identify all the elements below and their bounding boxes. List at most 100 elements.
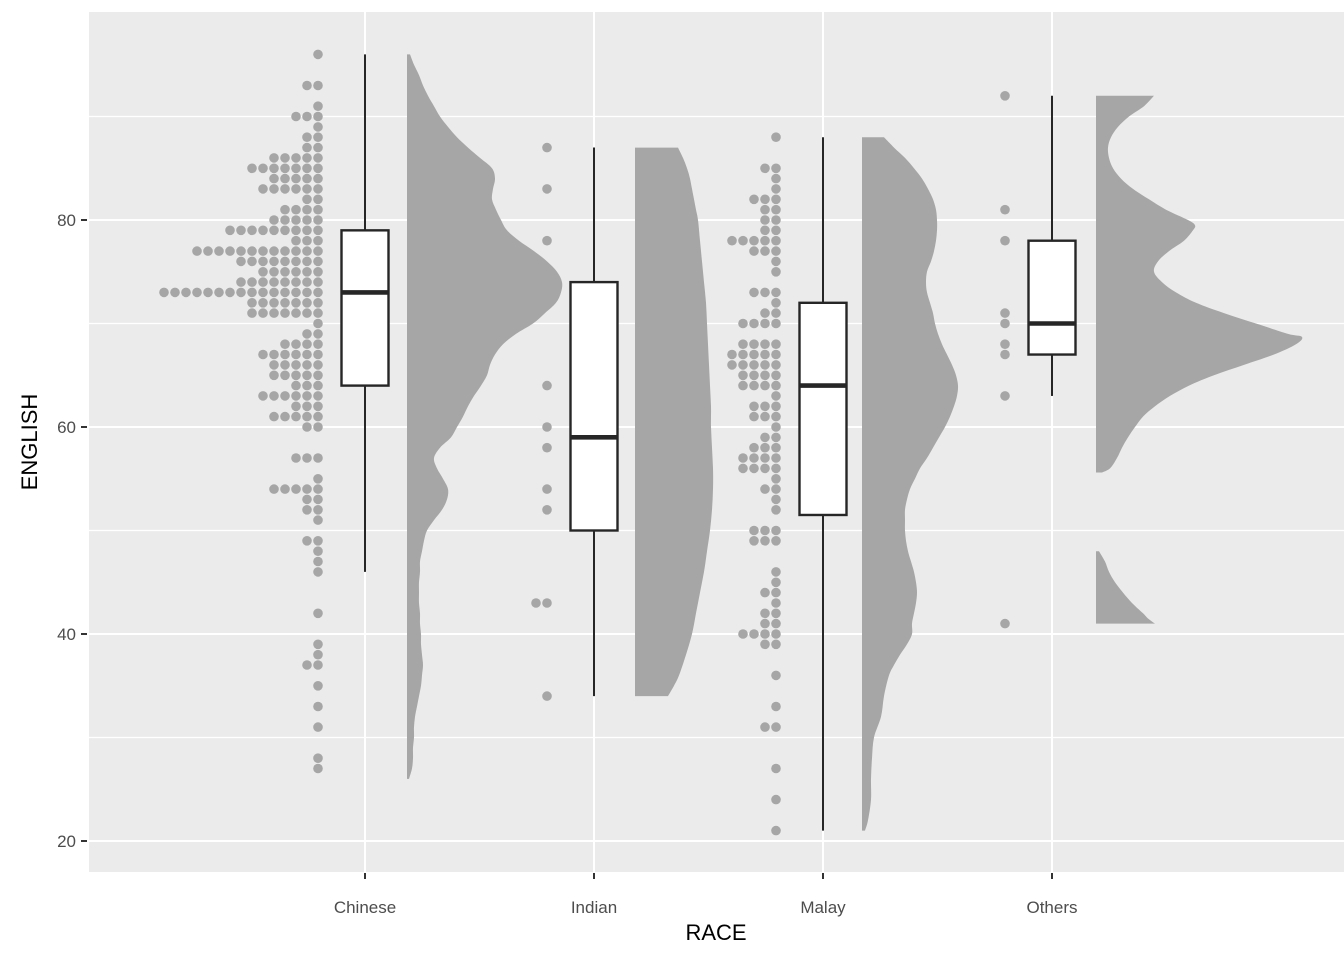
dot-chinese-65-0 — [313, 370, 323, 381]
dot-malay-46-0 — [771, 567, 781, 577]
y-tick-label-40: 40 — [57, 625, 76, 644]
dot-chinese-80-3 — [280, 215, 290, 225]
dot-indian-60-0 — [542, 422, 552, 432]
dot-chinese-49-0 — [313, 536, 323, 546]
dot-chinese-79-1 — [302, 225, 312, 236]
dot-malay-41-1 — [760, 618, 770, 629]
dot-chinese-76-6 — [247, 256, 257, 267]
dot-malay-72-0 — [771, 298, 781, 308]
dot-malay-70-2 — [749, 318, 759, 329]
dot-chinese-73-10 — [203, 287, 213, 298]
dot-chinese-28-0 — [313, 753, 323, 763]
plot-panel — [89, 12, 1344, 872]
half-violin-chinese — [407, 54, 563, 779]
dot-chinese-52-1 — [302, 505, 312, 515]
dot-chinese-52-0 — [313, 505, 323, 515]
dot-chinese-72-4 — [269, 298, 279, 308]
y-axis-title: ENGLISH — [17, 393, 42, 491]
dot-malay-67-1 — [760, 349, 770, 360]
dot-chinese-54-2 — [291, 484, 301, 494]
violin-shape-chinese-0 — [407, 54, 563, 779]
dot-chinese-90-1 — [302, 111, 312, 122]
dot-chinese-67-3 — [280, 349, 290, 360]
dot-chinese-79-5 — [258, 225, 268, 236]
dot-chinese-69-0 — [313, 329, 323, 339]
dot-chinese-75-2 — [291, 267, 301, 277]
dot-chinese-31-0 — [313, 722, 323, 732]
dot-chinese-87-1 — [302, 142, 312, 153]
dot-indian-52-0 — [542, 505, 552, 515]
dot-malay-57-0 — [771, 453, 781, 463]
dot-chinese-82-1 — [302, 194, 312, 205]
dot-chinese-83-0 — [313, 184, 323, 194]
dot-chinese-54-1 — [302, 484, 312, 494]
dot-chinese-51-0 — [313, 515, 323, 525]
dot-chinese-63-3 — [280, 391, 290, 401]
dot-chinese-83-4 — [269, 184, 279, 194]
dot-malay-40-2 — [749, 629, 759, 639]
dot-chinese-79-8 — [225, 225, 235, 236]
dot-malay-66-2 — [749, 360, 759, 370]
dot-malay-78-1 — [760, 235, 770, 246]
dot-chinese-64-0 — [313, 380, 323, 391]
dot-chinese-37-1 — [302, 660, 312, 670]
dot-malay-85-1 — [760, 163, 770, 174]
dot-chinese-37-0 — [313, 660, 323, 670]
dot-chinese-73-6 — [247, 287, 257, 298]
dot-malay-62-1 — [760, 401, 770, 412]
dot-chinese-48-0 — [313, 546, 323, 556]
dot-chinese-79-4 — [269, 225, 279, 236]
dot-chinese-61-0 — [313, 411, 323, 422]
dot-chinese-71-2 — [291, 308, 301, 318]
dot-chinese-49-1 — [302, 536, 312, 546]
dot-chinese-68-2 — [291, 339, 301, 350]
box-iqr-others — [1027, 239, 1077, 356]
dot-others-92-0 — [1000, 91, 1010, 101]
dot-chinese-80-4 — [269, 215, 279, 225]
violin-shape-others-0 — [1096, 95, 1303, 473]
dot-chinese-42-0 — [313, 608, 323, 619]
dot-malay-59-0 — [771, 432, 781, 443]
dot-others-70-0 — [1000, 318, 1010, 329]
dot-chinese-77-0 — [313, 246, 323, 256]
dot-chinese-80-2 — [291, 215, 301, 225]
dotplot-malay — [727, 132, 781, 836]
dot-malay-73-2 — [749, 287, 759, 298]
dot-malay-52-0 — [771, 505, 781, 515]
dot-malay-31-1 — [760, 722, 770, 732]
dot-chinese-85-4 — [269, 163, 279, 174]
raincloud-group-indian — [531, 142, 714, 701]
dot-malay-50-2 — [749, 525, 759, 536]
dot-chinese-62-1 — [302, 401, 312, 412]
dot-malay-57-3 — [738, 453, 748, 463]
dot-chinese-68-0 — [313, 339, 323, 350]
dot-chinese-82-0 — [313, 194, 323, 205]
dot-chinese-84-3 — [280, 173, 290, 184]
dot-chinese-80-0 — [313, 215, 323, 225]
dot-malay-62-2 — [749, 401, 759, 412]
dot-chinese-89-0 — [313, 122, 323, 132]
dot-chinese-73-12 — [181, 287, 191, 298]
dot-chinese-77-9 — [214, 246, 224, 256]
dot-malay-49-1 — [760, 536, 770, 546]
dot-chinese-27-0 — [313, 763, 323, 774]
dot-malay-43-0 — [771, 598, 781, 608]
dot-malay-77-2 — [749, 246, 759, 256]
dot-chinese-67-4 — [269, 349, 279, 360]
dot-chinese-66-0 — [313, 360, 323, 370]
violin-shape-others-1 — [1096, 551, 1155, 624]
dot-malay-70-0 — [771, 318, 781, 329]
dot-chinese-77-8 — [225, 246, 235, 256]
dot-malay-54-0 — [771, 484, 781, 494]
dot-malay-67-0 — [771, 349, 781, 360]
dot-malay-88-0 — [771, 132, 781, 142]
dot-chinese-73-2 — [291, 287, 301, 298]
dot-chinese-72-5 — [258, 298, 268, 308]
dot-malay-41-0 — [771, 618, 781, 629]
dot-malay-78-4 — [727, 235, 737, 246]
dot-malay-66-3 — [738, 360, 748, 370]
dot-chinese-81-2 — [291, 204, 301, 215]
dot-chinese-81-3 — [280, 204, 290, 215]
dot-malay-61-0 — [771, 411, 781, 422]
